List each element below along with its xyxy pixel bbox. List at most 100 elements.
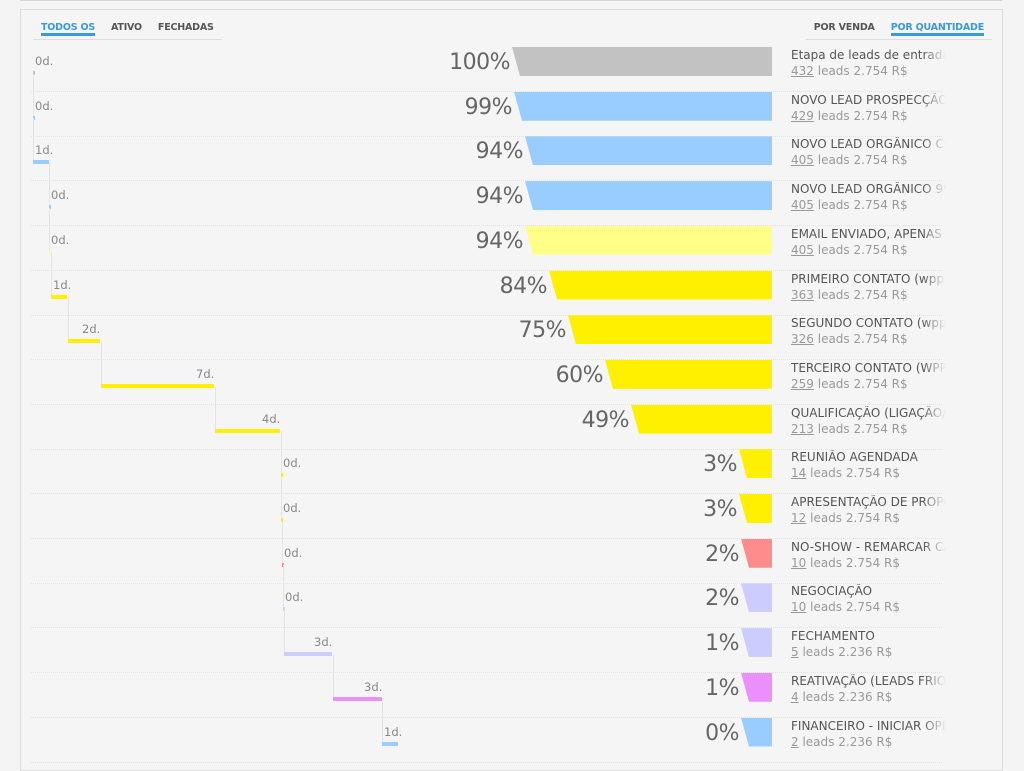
stage-amount: 2.754 R$ [853,153,908,168]
stage-duration-bar [33,115,35,120]
step-connector [51,252,52,299]
stage-leads-count-link[interactable]: 10 [791,555,807,570]
funnel-stage-row[interactable]: 4d. 49% QUALIFICAÇÃO (LIGAÇÃO/W 213 lead… [21,386,1002,450]
stage-leads-count-link[interactable]: 432 [791,64,814,78]
stage-leads-count-link[interactable]: 405 [791,153,814,168]
stage-amount: 2.754 R$ [853,376,908,391]
stage-duration: 0d. [51,232,70,247]
stage-leads-count-link[interactable]: 14 [791,466,807,481]
row-divider [31,448,942,450]
stage-summary: 10 leads 2.754 R$ [791,556,900,570]
stage-leads-count-link[interactable]: 2 [791,734,799,749]
stage-percent: 3% [703,497,737,522]
stage-percent: 60% [555,362,604,388]
stage-percent: 99% [464,94,513,120]
stage-name: FINANCEIRO - INICIAR OPER [791,718,946,733]
step-connector [281,431,282,478]
step-connector [49,163,50,210]
stage-name: Etapa de leads de entrada [791,48,946,62]
funnel-bar [631,404,772,434]
stage-leads-count-link[interactable]: 5 [791,645,799,660]
stage-duration-bar [284,652,332,657]
stage-leads-count-link[interactable]: 363 [791,287,814,302]
stage-duration: 0d. [51,188,70,203]
stage-amount: 2.754 R$ [845,600,901,615]
stage-duration: 0d. [283,456,302,471]
leads-label: leads [802,689,835,704]
stage-leads-count-link[interactable]: 259 [791,376,814,391]
funnel-stage-row[interactable]: 0d. 2% NEGOCIAÇÃO 10 leads 2.754 R$ [21,565,1002,629]
stage-percent: 2% [705,541,739,567]
stage-summary: 10 leads 2.754 R$ [791,600,900,614]
funnel-stage-row[interactable]: 0d. 100% Etapa de leads de entrada 432 l… [21,47,1002,92]
funnel-stage-row[interactable]: 0d. 94% EMAIL ENVIADO, APENAS 405 leads … [21,207,1002,271]
stage-summary: 2 leads 2.236 R$ [791,735,892,749]
funnel-stage-row[interactable]: 1d. 84% PRIMEIRO CONTATO (wpp - t 363 le… [21,252,1002,316]
funnel-stage-row[interactable]: 1d. 0% FINANCEIRO - INICIAR OPER 2 leads… [21,699,1002,763]
stage-amount: 2.754 R$ [853,198,908,213]
stage-leads-count-link[interactable]: 405 [791,198,814,213]
stage-percent: 0% [705,720,739,746]
row-divider [31,716,942,718]
row-divider [31,314,942,316]
stage-percent: 1% [705,631,739,657]
stage-summary: 405 leads 2.754 R$ [791,198,908,212]
funnel-bar [741,717,772,747]
tab-todos-os[interactable]: TODOS OS [41,22,95,36]
funnel-stage-row[interactable]: 7d. 60% TERCEIRO CONTATO (WPP O 259 lead… [21,341,1002,405]
step-connector [282,520,283,567]
step-connector [215,386,216,433]
stage-duration: 2d. [82,322,101,337]
funnel-bar [525,181,772,211]
stage-leads-count-link[interactable]: 429 [791,108,814,123]
funnel-stage-row[interactable]: 3d. 1% FECHAMENTO 5 leads 2.236 R$ [21,610,1002,674]
funnel-bar [741,538,772,568]
stage-percent: 94% [475,228,524,254]
stage-name: REATIVAÇÃO (LEADS FRIOS) [791,673,946,688]
step-connector [33,73,34,120]
stage-duration-bar [281,518,283,522]
leads-label: leads [817,242,850,257]
funnel-stage-row[interactable]: 2d. 75% SEGUNDO CONTATO (wpp - 326 leads… [21,297,1002,361]
leads-label: leads [817,153,850,168]
stage-name: NOVO LEAD ORGÂNICO CUR [791,137,946,152]
funnel-stage-row[interactable]: 0d. 2% NO-SHOW - REMARCAR CAL 10 leads 2… [21,520,1002,584]
funnel-stage-row[interactable]: 0d. 3% APRESENTAÇÃO DE PROPOS 12 leads 2… [21,476,1002,539]
stage-leads-count-link[interactable]: 405 [791,242,814,257]
tab-por-quantidade[interactable]: POR QUANTIDADE [890,22,984,36]
stage-leads-count-link[interactable]: 12 [791,511,807,525]
stage-summary: 259 leads 2.754 R$ [791,377,908,391]
stage-leads-count-link[interactable]: 4 [791,689,799,704]
stage-leads-count-link[interactable]: 213 [791,421,814,436]
row-divider [31,135,942,137]
stage-amount: 2.236 R$ [838,734,893,749]
pipeline-funnel-panel: TODOS OS ATIVO FECHADAS POR VENDA POR QUANT… [20,9,1003,771]
stage-name: EMAIL ENVIADO, APENAS [791,226,942,241]
stage-duration: 0d. [284,545,303,560]
stage-duration: 0d. [35,54,54,68]
stage-summary: 405 leads 2.754 R$ [791,243,908,257]
stage-name: REUNIÃO AGENDADA [791,450,918,465]
stage-summary: 4 leads 2.236 R$ [791,690,892,704]
row-divider [31,91,942,92]
stage-summary: 429 leads 2.754 R$ [791,109,908,123]
stage-leads-count-link[interactable]: 326 [791,332,814,347]
leads-label: leads [810,511,843,525]
funnel-bar [605,359,772,389]
funnel-stage-row[interactable]: 1d. 94% NOVO LEAD ORGÂNICO CUR 405 leads… [21,118,1002,182]
tab-por-venda[interactable]: POR VENDA [813,22,875,33]
funnel-bar [741,583,772,613]
funnel-stage-row[interactable]: 0d. 3% REUNIÃO AGENDADA 14 leads 2.754 R… [21,431,1002,495]
step-connector [281,476,282,522]
stage-duration: 3d. [364,679,383,694]
stage-leads-count-link[interactable]: 10 [791,600,807,615]
stage-summary: 5 leads 2.236 R$ [791,645,892,659]
funnel-stage-row[interactable]: 3d. 1% REATIVAÇÃO (LEADS FRIOS) 4 leads … [21,654,1002,718]
stage-name: PRIMEIRO CONTATO (wpp - t [791,271,946,286]
tab-fechadas[interactable]: FECHADAS [157,22,214,33]
funnel-stage-row[interactable]: 0d. 99% NOVO LEAD PROSPECÇÃO A 429 leads… [21,73,1002,137]
stage-duration-bar [33,160,49,165]
funnel-stage-row[interactable]: 0d. 94% NOVO LEAD ORGÂNICO 99 F 405 lead… [21,163,1002,227]
row-divider [31,672,942,674]
tab-ativo[interactable]: ATIVO [111,22,142,33]
